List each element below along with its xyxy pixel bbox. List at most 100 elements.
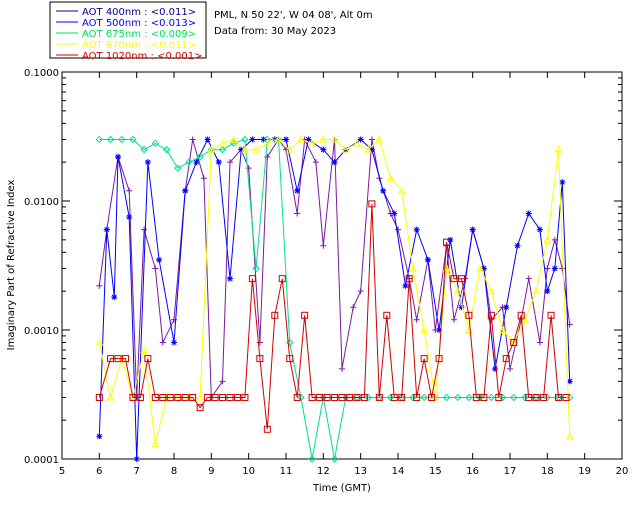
data-point <box>238 146 245 153</box>
data-point <box>342 393 350 402</box>
data-point <box>294 210 301 217</box>
data-point <box>443 238 451 246</box>
data-point <box>312 159 319 166</box>
y-tick-label: 0.0010 <box>24 326 59 337</box>
data-point <box>353 393 361 401</box>
data-point <box>436 327 443 333</box>
data-point <box>454 393 462 402</box>
data-point <box>338 393 346 401</box>
data-point <box>353 139 361 147</box>
data-point <box>405 275 413 283</box>
data-point <box>502 355 510 363</box>
x-tick-label: 20 <box>616 466 629 477</box>
data-point <box>457 275 465 283</box>
data-point <box>227 159 233 166</box>
data-point <box>241 135 249 144</box>
data-point <box>305 136 312 143</box>
data-point <box>196 404 204 412</box>
data-point <box>226 393 234 401</box>
data-point <box>126 214 133 221</box>
data-point <box>286 355 294 363</box>
data-point <box>453 287 462 295</box>
data-point <box>227 275 233 282</box>
legend: AOT 400nm : <0.011>AOT 500nm : <0.013>AO… <box>49 1 207 62</box>
data-point <box>274 135 283 143</box>
data-point <box>503 304 510 311</box>
data-point <box>204 136 211 143</box>
legend-entry: AOT 870nm : <0.011> <box>82 40 196 51</box>
date-label: Data from: 30 May 2023 <box>214 26 336 37</box>
data-point <box>263 135 272 144</box>
data-point <box>331 393 339 401</box>
data-point <box>278 275 286 283</box>
data-point <box>285 145 294 153</box>
data-point <box>174 393 182 401</box>
data-point <box>330 135 339 143</box>
data-point <box>308 455 316 463</box>
y-tick-label: 0.1000 <box>24 68 59 79</box>
x-tick-label: 19 <box>578 466 591 477</box>
data-point <box>174 164 182 172</box>
data-point <box>375 393 383 401</box>
data-point <box>451 316 457 323</box>
data-point <box>469 226 476 233</box>
series-line <box>98 138 571 445</box>
data-point <box>532 287 540 295</box>
data-point <box>204 393 212 401</box>
data-point <box>397 186 406 194</box>
data-point <box>245 165 252 172</box>
data-point <box>248 275 256 283</box>
x-tick-label: 18 <box>541 466 554 477</box>
data-point <box>364 393 372 402</box>
data-point <box>380 187 387 194</box>
data-point <box>159 393 167 401</box>
data-point <box>525 275 532 282</box>
data-point <box>297 393 305 402</box>
data-point <box>233 393 241 401</box>
data-point <box>447 236 454 243</box>
data-point <box>229 135 238 143</box>
data-point <box>339 365 345 372</box>
data-point <box>368 136 375 143</box>
x-tick-label: 6 <box>96 466 102 477</box>
data-point <box>391 210 398 217</box>
data-point <box>428 393 436 401</box>
data-point <box>472 393 480 401</box>
data-point <box>350 304 357 311</box>
series <box>95 135 574 463</box>
data-point <box>141 226 148 233</box>
series <box>96 136 573 401</box>
data-point <box>390 393 398 401</box>
data-point <box>129 135 137 144</box>
data-point <box>413 393 421 401</box>
data-point <box>544 288 551 295</box>
data-point <box>521 393 529 402</box>
data-point <box>219 393 227 401</box>
data-point <box>395 226 401 233</box>
data-point <box>283 136 289 143</box>
data-point <box>357 136 364 143</box>
data-point <box>256 355 264 363</box>
data-point <box>543 235 552 243</box>
y-tick-label: 0.0001 <box>24 455 59 466</box>
data-point <box>476 393 484 402</box>
data-point <box>480 393 488 401</box>
data-point <box>171 339 177 346</box>
data-point <box>241 393 249 401</box>
series-line <box>98 138 571 460</box>
data-point <box>487 311 495 319</box>
data-point <box>420 393 428 402</box>
axis-ticks: 5 6 7 8 9 10 11 12 13 14 15 16 17 18 19 20 0.0001 0.0010 0… <box>24 68 628 477</box>
data-point <box>357 288 364 295</box>
data-point <box>510 339 518 347</box>
data-point <box>386 393 395 402</box>
data-point <box>263 425 271 433</box>
data-point <box>495 393 503 401</box>
data-point <box>398 393 406 401</box>
data-point <box>540 393 548 401</box>
x-tick-label: 9 <box>208 466 214 477</box>
data-point <box>140 145 148 154</box>
data-point <box>260 136 267 143</box>
data-point <box>492 365 499 372</box>
data-point <box>121 355 129 363</box>
